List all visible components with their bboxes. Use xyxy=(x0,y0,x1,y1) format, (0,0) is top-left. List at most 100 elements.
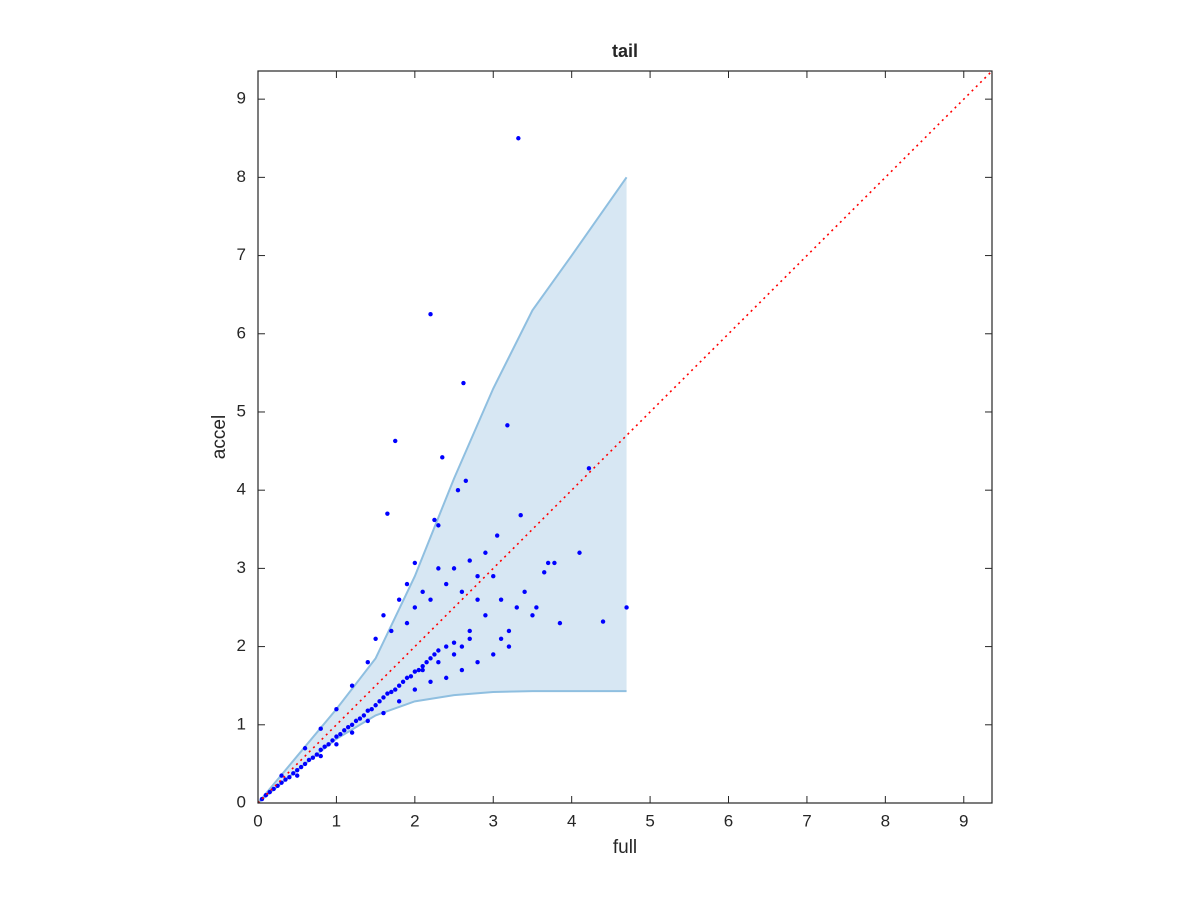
y-tick-label: 7 xyxy=(237,245,246,264)
point xyxy=(483,550,488,555)
y-tick-label: 8 xyxy=(237,167,246,186)
x-tick-label: 6 xyxy=(724,811,733,830)
point xyxy=(506,644,512,649)
point xyxy=(505,423,510,428)
point xyxy=(498,597,504,602)
point xyxy=(279,773,284,778)
point xyxy=(408,674,414,679)
point xyxy=(322,744,327,749)
point xyxy=(385,691,390,696)
point xyxy=(534,605,539,610)
point xyxy=(467,636,472,641)
point xyxy=(428,679,433,684)
y-tick-label: 1 xyxy=(237,714,246,733)
point xyxy=(436,660,441,665)
point xyxy=(624,605,629,610)
x-tick-label: 5 xyxy=(645,811,654,830)
y-tick-label: 6 xyxy=(237,323,246,342)
point xyxy=(295,767,300,773)
point xyxy=(404,675,410,681)
x-tick-label: 8 xyxy=(881,811,890,830)
point xyxy=(420,663,425,669)
point xyxy=(461,380,466,386)
point xyxy=(428,656,433,661)
x-tick-label: 7 xyxy=(802,811,811,830)
point xyxy=(420,667,425,673)
point xyxy=(342,728,347,733)
point xyxy=(349,722,355,727)
point xyxy=(310,755,316,760)
point xyxy=(552,560,557,566)
point xyxy=(420,589,425,595)
point xyxy=(287,774,292,780)
point xyxy=(424,660,429,665)
point xyxy=(381,710,386,716)
point xyxy=(463,478,469,483)
point xyxy=(428,312,433,317)
point xyxy=(345,724,351,730)
point xyxy=(396,699,402,704)
point xyxy=(275,783,280,788)
point xyxy=(459,667,465,673)
y-tick-label: 0 xyxy=(237,792,246,811)
axes-box xyxy=(257,70,993,804)
point xyxy=(542,570,547,575)
point xyxy=(334,742,339,747)
point xyxy=(506,628,512,634)
x-tick-label: 1 xyxy=(332,811,341,830)
point xyxy=(404,581,410,587)
point xyxy=(330,738,335,743)
point xyxy=(451,566,457,571)
point xyxy=(365,708,370,713)
point xyxy=(455,487,461,493)
point xyxy=(377,699,382,704)
point xyxy=(600,619,606,624)
band-upper xyxy=(257,176,628,804)
point xyxy=(412,560,418,566)
point xyxy=(545,560,551,566)
point xyxy=(306,757,312,763)
point xyxy=(475,660,480,665)
y-tick-label: 2 xyxy=(237,636,246,655)
point xyxy=(302,761,308,767)
y-tick-label: 3 xyxy=(237,558,246,577)
point xyxy=(440,455,445,460)
x-tick-label: 0 xyxy=(253,811,262,830)
point xyxy=(349,683,355,688)
point xyxy=(357,716,363,721)
chart-title: tail xyxy=(612,41,638,61)
point xyxy=(436,648,441,653)
point xyxy=(451,652,457,657)
point xyxy=(314,752,320,757)
point xyxy=(459,589,465,595)
x-tick-label: 9 xyxy=(959,811,968,830)
point xyxy=(451,640,457,645)
point xyxy=(381,613,386,618)
point xyxy=(326,742,331,747)
point xyxy=(516,136,521,141)
point xyxy=(291,771,296,776)
point xyxy=(318,747,323,753)
point xyxy=(494,533,500,538)
point xyxy=(459,644,465,649)
point xyxy=(349,730,355,735)
point xyxy=(444,644,449,649)
point xyxy=(318,753,323,759)
point xyxy=(361,713,367,718)
point xyxy=(283,777,288,782)
point xyxy=(369,706,374,712)
point xyxy=(396,597,402,602)
y-tick-label: 9 xyxy=(237,89,246,108)
point xyxy=(444,675,449,681)
point xyxy=(530,613,535,618)
point xyxy=(514,605,519,610)
x-tick-label: 3 xyxy=(489,811,498,830)
point xyxy=(432,517,437,523)
point xyxy=(267,789,272,795)
point xyxy=(491,574,496,579)
point xyxy=(416,667,421,673)
point xyxy=(334,706,339,712)
y-tick-label: 4 xyxy=(237,480,246,499)
point xyxy=(393,687,398,692)
